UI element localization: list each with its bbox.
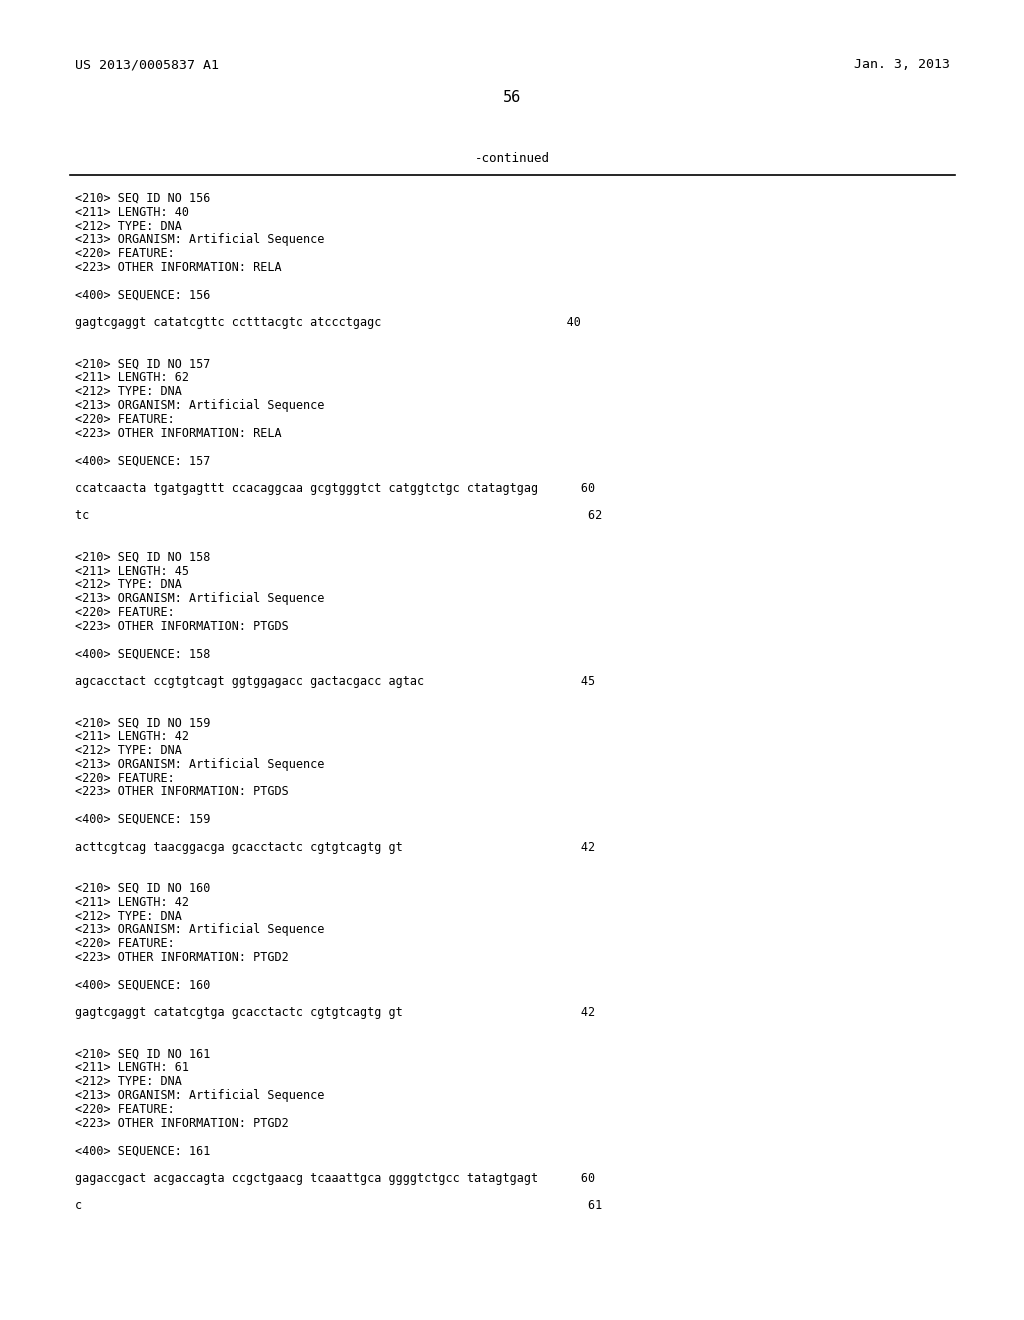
Text: <400> SEQUENCE: 156: <400> SEQUENCE: 156 [75, 289, 210, 301]
Text: <213> ORGANISM: Artificial Sequence: <213> ORGANISM: Artificial Sequence [75, 234, 325, 247]
Text: gagtcgaggt catatcgttc cctttacgtc atccctgagc                          40: gagtcgaggt catatcgttc cctttacgtc atccctg… [75, 317, 581, 329]
Text: <211> LENGTH: 40: <211> LENGTH: 40 [75, 206, 189, 219]
Text: <213> ORGANISM: Artificial Sequence: <213> ORGANISM: Artificial Sequence [75, 1089, 325, 1102]
Text: <220> FEATURE:: <220> FEATURE: [75, 606, 175, 619]
Text: <211> LENGTH: 42: <211> LENGTH: 42 [75, 730, 189, 743]
Text: gagaccgact acgaccagta ccgctgaacg tcaaattgca ggggtctgcc tatagtgagt      60: gagaccgact acgaccagta ccgctgaacg tcaaatt… [75, 1172, 595, 1185]
Text: <212> TYPE: DNA: <212> TYPE: DNA [75, 578, 182, 591]
Text: <210> SEQ ID NO 160: <210> SEQ ID NO 160 [75, 882, 210, 895]
Text: <400> SEQUENCE: 159: <400> SEQUENCE: 159 [75, 813, 210, 826]
Text: <223> OTHER INFORMATION: RELA: <223> OTHER INFORMATION: RELA [75, 261, 282, 275]
Text: <210> SEQ ID NO 158: <210> SEQ ID NO 158 [75, 550, 210, 564]
Text: agcacctact ccgtgtcagt ggtggagacc gactacgacc agtac                      45: agcacctact ccgtgtcagt ggtggagacc gactacg… [75, 675, 595, 688]
Text: <223> OTHER INFORMATION: PTGDS: <223> OTHER INFORMATION: PTGDS [75, 785, 289, 799]
Text: <210> SEQ ID NO 159: <210> SEQ ID NO 159 [75, 717, 210, 730]
Text: <210> SEQ ID NO 157: <210> SEQ ID NO 157 [75, 358, 210, 371]
Text: <220> FEATURE:: <220> FEATURE: [75, 937, 175, 950]
Text: <223> OTHER INFORMATION: PTGD2: <223> OTHER INFORMATION: PTGD2 [75, 1117, 289, 1130]
Text: <220> FEATURE:: <220> FEATURE: [75, 772, 175, 784]
Text: <212> TYPE: DNA: <212> TYPE: DNA [75, 219, 182, 232]
Text: -continued: -continued [474, 152, 550, 165]
Text: <211> LENGTH: 42: <211> LENGTH: 42 [75, 896, 189, 908]
Text: <220> FEATURE:: <220> FEATURE: [75, 247, 175, 260]
Text: <223> OTHER INFORMATION: RELA: <223> OTHER INFORMATION: RELA [75, 426, 282, 440]
Text: tc                                                                      62: tc 62 [75, 510, 602, 523]
Text: <212> TYPE: DNA: <212> TYPE: DNA [75, 385, 182, 399]
Text: <400> SEQUENCE: 157: <400> SEQUENCE: 157 [75, 454, 210, 467]
Text: <212> TYPE: DNA: <212> TYPE: DNA [75, 744, 182, 756]
Text: <400> SEQUENCE: 160: <400> SEQUENCE: 160 [75, 978, 210, 991]
Text: <213> ORGANISM: Artificial Sequence: <213> ORGANISM: Artificial Sequence [75, 593, 325, 605]
Text: gagtcgaggt catatcgtga gcacctactc cgtgtcagtg gt                         42: gagtcgaggt catatcgtga gcacctactc cgtgtca… [75, 1006, 595, 1019]
Text: <400> SEQUENCE: 158: <400> SEQUENCE: 158 [75, 647, 210, 660]
Text: <213> ORGANISM: Artificial Sequence: <213> ORGANISM: Artificial Sequence [75, 399, 325, 412]
Text: <220> FEATURE:: <220> FEATURE: [75, 413, 175, 426]
Text: acttcgtcag taacggacga gcacctactc cgtgtcagtg gt                         42: acttcgtcag taacggacga gcacctactc cgtgtca… [75, 841, 595, 854]
Text: <210> SEQ ID NO 156: <210> SEQ ID NO 156 [75, 191, 210, 205]
Text: Jan. 3, 2013: Jan. 3, 2013 [854, 58, 950, 71]
Text: <211> LENGTH: 62: <211> LENGTH: 62 [75, 371, 189, 384]
Text: US 2013/0005837 A1: US 2013/0005837 A1 [75, 58, 219, 71]
Text: <210> SEQ ID NO 161: <210> SEQ ID NO 161 [75, 1048, 210, 1060]
Text: 56: 56 [503, 90, 521, 106]
Text: <211> LENGTH: 45: <211> LENGTH: 45 [75, 565, 189, 578]
Text: <212> TYPE: DNA: <212> TYPE: DNA [75, 909, 182, 923]
Text: <223> OTHER INFORMATION: PTGDS: <223> OTHER INFORMATION: PTGDS [75, 620, 289, 632]
Text: c                                                                       61: c 61 [75, 1200, 602, 1212]
Text: <213> ORGANISM: Artificial Sequence: <213> ORGANISM: Artificial Sequence [75, 924, 325, 936]
Text: <212> TYPE: DNA: <212> TYPE: DNA [75, 1076, 182, 1088]
Text: <223> OTHER INFORMATION: PTGD2: <223> OTHER INFORMATION: PTGD2 [75, 950, 289, 964]
Text: <220> FEATURE:: <220> FEATURE: [75, 1102, 175, 1115]
Text: <400> SEQUENCE: 161: <400> SEQUENCE: 161 [75, 1144, 210, 1158]
Text: <213> ORGANISM: Artificial Sequence: <213> ORGANISM: Artificial Sequence [75, 758, 325, 771]
Text: ccatcaacta tgatgagttt ccacaggcaa gcgtgggtct catggtctgc ctatagtgag      60: ccatcaacta tgatgagttt ccacaggcaa gcgtggg… [75, 482, 595, 495]
Text: <211> LENGTH: 61: <211> LENGTH: 61 [75, 1061, 189, 1074]
